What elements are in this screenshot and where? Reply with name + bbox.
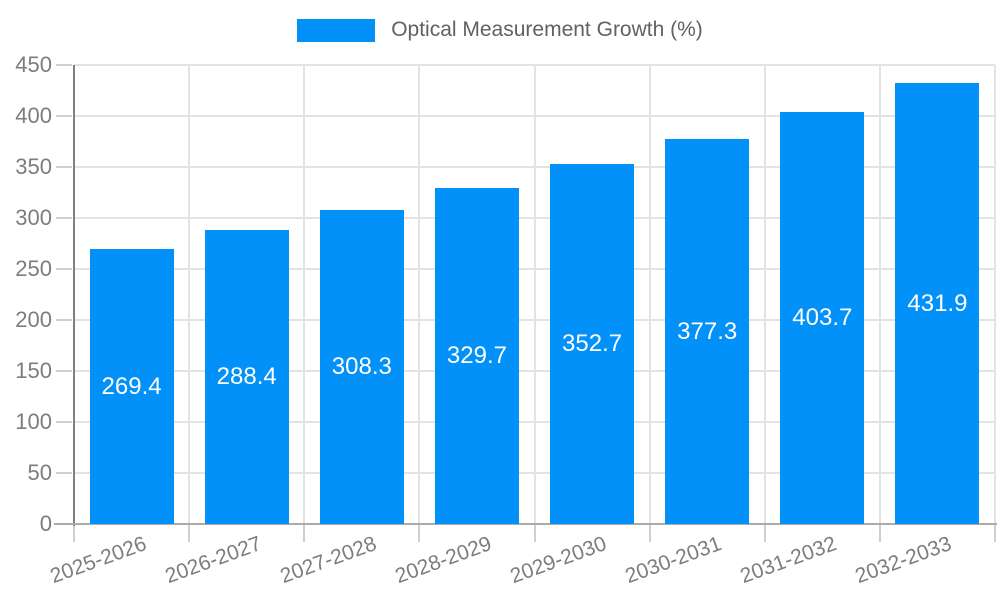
y-axis-tick-label: 150 xyxy=(15,358,52,383)
x-axis-tick xyxy=(763,525,766,542)
y-axis-tick xyxy=(56,217,72,219)
y-axis-tick xyxy=(56,166,72,168)
x-axis-tick xyxy=(648,525,651,542)
x-axis-tick xyxy=(418,525,421,542)
y-axis-tick xyxy=(56,64,72,66)
bar[interactable] xyxy=(780,112,865,524)
gridline-vertical xyxy=(533,65,536,524)
y-axis-tick xyxy=(56,421,72,423)
y-axis-tick xyxy=(56,115,72,117)
x-axis-tick xyxy=(533,525,536,542)
y-axis-tick-label: 50 xyxy=(27,460,52,485)
bar[interactable] xyxy=(319,209,404,524)
y-axis-line xyxy=(73,65,75,526)
bar[interactable] xyxy=(204,229,289,524)
gridline-vertical xyxy=(994,65,996,524)
y-axis-tick-label: 200 xyxy=(15,307,52,332)
y-axis-tick-label: 450 xyxy=(15,52,52,77)
gridline-vertical xyxy=(878,65,881,524)
y-axis-tick-label: 250 xyxy=(15,256,52,281)
bar[interactable] xyxy=(895,83,980,524)
y-axis-tick xyxy=(56,319,72,321)
gridline-vertical xyxy=(303,65,306,524)
y-axis-tick xyxy=(56,472,72,474)
legend[interactable]: Optical Measurement Growth (%) xyxy=(0,18,1000,42)
bar[interactable] xyxy=(89,249,174,524)
y-axis-tick-label: 0 xyxy=(39,511,52,536)
x-axis-line xyxy=(54,523,997,525)
legend-label: Optical Measurement Growth (%) xyxy=(391,18,703,41)
y-axis-tick xyxy=(56,370,72,372)
bar[interactable] xyxy=(665,139,750,524)
x-axis-tick xyxy=(878,525,881,542)
bar[interactable] xyxy=(434,187,519,524)
x-axis-tick xyxy=(303,525,306,542)
y-axis-tick-label: 100 xyxy=(15,409,52,434)
gridline-vertical xyxy=(188,65,191,524)
legend-swatch xyxy=(297,18,376,42)
y-axis-tick-label: 400 xyxy=(15,103,52,128)
x-axis-tick xyxy=(994,525,996,542)
y-axis-tick-label: 300 xyxy=(15,205,52,230)
y-axis-tick xyxy=(56,268,72,270)
gridline-vertical xyxy=(763,65,766,524)
x-axis-tick xyxy=(73,525,75,542)
gridline-vertical xyxy=(648,65,651,524)
gridline-vertical xyxy=(418,65,421,524)
x-axis-tick xyxy=(188,525,191,542)
y-axis-tick-label: 350 xyxy=(15,154,52,179)
bar[interactable] xyxy=(550,164,635,524)
